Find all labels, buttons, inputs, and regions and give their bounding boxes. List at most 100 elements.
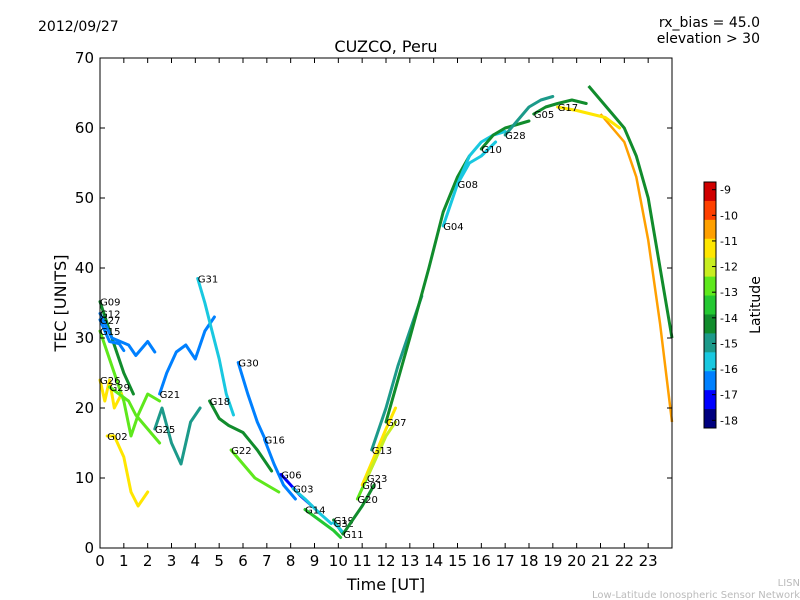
colorbar-tick-label: -12: [720, 261, 738, 274]
x-tick-label: 16: [472, 552, 491, 570]
x-tick-label: 20: [567, 552, 586, 570]
y-tick-label: 20: [75, 399, 94, 417]
colorbar-tick-label: -13: [720, 286, 738, 299]
date-label: 2012/09/27: [38, 19, 119, 35]
series-line-g10: [479, 119, 531, 151]
series-label-g15: G15: [100, 327, 120, 338]
axes: 0 1 2 3 4 5 6 7 8 9 10 11 12 13 14 15 16 17 18 19 20 21 22 2301…: [75, 49, 673, 570]
series-label-g16: G16: [264, 436, 284, 447]
x-tick-label: 10: [329, 552, 348, 570]
colorbar-segment: [704, 352, 716, 372]
x-tick-label: 0: [95, 552, 105, 570]
series-label-g19: G19: [334, 516, 354, 527]
series-line-g27: [98, 318, 126, 353]
colorbar-segment: [704, 390, 716, 410]
x-tick-label: 2: [143, 552, 153, 570]
colorbar-segment: [704, 371, 716, 391]
series-label-g18: G18: [210, 397, 230, 408]
colorbar-segment: [704, 276, 716, 297]
footer-network: Low-Latitude Ionospheric Sensor Network: [592, 590, 800, 600]
x-tick-label: 7: [262, 552, 272, 570]
x-tick-label: 22: [615, 552, 634, 570]
series-label-g25: G25: [155, 425, 175, 436]
x-tick-label: 3: [167, 552, 177, 570]
series-label-g17: G17: [558, 103, 578, 114]
x-tick-label: 13: [400, 552, 419, 570]
colorbar-tick-label: -11: [720, 235, 738, 248]
series-line-g25: [153, 406, 202, 466]
colorbar-segment: [704, 409, 716, 429]
series-label-g01: G01: [362, 481, 382, 492]
series-label-g30: G30: [238, 359, 258, 370]
y-axis-label: TEC [UNITS]: [51, 255, 70, 353]
colorbar-segment: [704, 295, 716, 315]
series-label-g21: G21: [160, 390, 180, 401]
x-tick-label: 14: [424, 552, 443, 570]
y-tick-label: 60: [75, 119, 94, 137]
series-label-g27: G27: [100, 316, 120, 327]
colorbar-label: Latitude: [748, 276, 764, 334]
colorbar-tick-label: -14: [720, 312, 738, 325]
series-line-g14: [303, 508, 343, 539]
x-tick-label: 19: [543, 552, 562, 570]
x-tick-label: 4: [191, 552, 201, 570]
series-label-g04: G04: [443, 222, 463, 233]
colorbar-segment: [704, 182, 716, 202]
colorbar-tick-label: -18: [720, 414, 738, 427]
colorbar-segment: [704, 257, 716, 278]
x-tick-label: 11: [353, 552, 372, 570]
series-label-g03: G03: [293, 485, 313, 496]
footer-brand: LISN: [778, 578, 800, 589]
y-tick-label: 10: [75, 469, 94, 487]
colorbar: -9 -10 -11 -12 -13 -14 -15 -16 -17 -18 Latitude: [703, 181, 764, 429]
series-label-g22: G22: [231, 446, 251, 457]
series-line-g32: [332, 521, 345, 535]
x-tick-label: 23: [639, 552, 658, 570]
series-line-g01: [360, 406, 397, 487]
series-line-g12: [98, 312, 157, 357]
series-label-g26: G26: [100, 376, 120, 387]
x-tick-label: 18: [519, 552, 538, 570]
series-line-g17: [556, 105, 622, 130]
colorbar-segment: [704, 333, 716, 353]
colorbar-tick-label: -15: [720, 337, 738, 350]
series-line-g28: [503, 95, 555, 137]
series-line-g08: [456, 130, 507, 186]
series-label-g31: G31: [198, 275, 218, 286]
colorbar-tick-label: -10: [720, 209, 738, 222]
colorbar-frame: [703, 181, 717, 429]
series-label-g32: G32: [334, 519, 354, 530]
series-label-g29: G29: [110, 383, 130, 394]
series-label-g11: G11: [343, 530, 363, 541]
series-line-g05: [532, 98, 588, 116]
x-tick-label: 5: [214, 552, 224, 570]
x-tick-label: 12: [376, 552, 395, 570]
series-label-g02: G02: [107, 432, 127, 443]
y-tick-label: 50: [75, 189, 94, 207]
series-label-g28: G28: [505, 131, 525, 142]
chart-title: CUZCO, Peru: [334, 37, 437, 56]
series-line-g23: [365, 420, 397, 480]
colorbar-segment: [704, 200, 716, 221]
x-tick-label: 17: [496, 552, 515, 570]
series-label-g08: G08: [458, 180, 478, 191]
colorbar-tick-label: -16: [720, 363, 738, 376]
series-line-g22: [229, 448, 281, 494]
series-label-g09: G09: [100, 298, 120, 309]
series-line-g30: [236, 361, 269, 445]
series-line-g26: [98, 378, 123, 410]
x-tick-label: 6: [238, 552, 248, 570]
x-tick-label: 21: [591, 552, 610, 570]
x-axis-label: Time [UT]: [346, 575, 425, 594]
colorbar-tick-label: -17: [720, 389, 738, 402]
x-tick-label: 8: [286, 552, 296, 570]
series-line-g03: [291, 487, 333, 525]
x-tick-label: 1: [119, 552, 129, 570]
series-line-g29: [108, 385, 162, 445]
series-line-envelope: [587, 85, 674, 339]
colorbar-tick-label: -9: [720, 184, 731, 197]
series-label-g06: G06: [281, 471, 301, 482]
series-line-envelope-low: [599, 113, 674, 423]
